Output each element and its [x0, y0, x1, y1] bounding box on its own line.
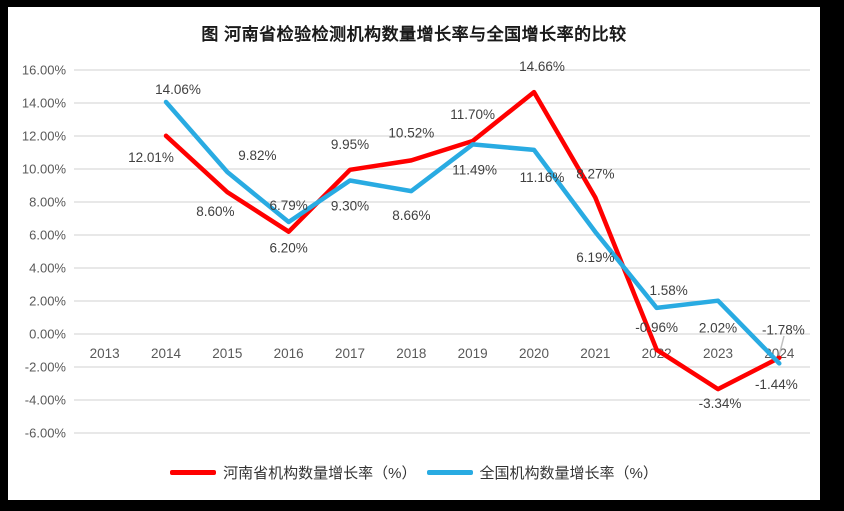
y-tick-label: 14.00% [22, 96, 67, 111]
henan-data-label: 8.27% [576, 167, 614, 182]
y-tick-label: 8.00% [29, 195, 66, 210]
henan-data-label: 6.20% [270, 241, 308, 256]
national-data-label: 6.79% [270, 198, 308, 213]
chart-title: 图 河南省检验检测机构数量增长率与全国增长率的比较 [201, 25, 627, 44]
x-tick-label: 2019 [458, 346, 488, 361]
x-tick-label: 2013 [90, 346, 120, 361]
national-data-label: 11.16% [520, 170, 565, 185]
national-data-label: 9.30% [331, 199, 369, 214]
legend-label-national: 全国机构数量增长率（%） [479, 464, 658, 482]
x-tick-label: 2016 [274, 346, 304, 361]
series-line-henan [163, 89, 782, 392]
henan-data-label: 12.01% [128, 150, 174, 165]
y-tick-label: -2.00% [25, 360, 67, 375]
y-tick-label: 16.00% [22, 63, 67, 78]
henan-data-label: 10.52% [388, 125, 434, 140]
legend-item-henan: 河南省机构数量增长率（%） [170, 462, 417, 483]
x-tick-label: 2017 [335, 346, 365, 361]
legend-item-national: 全国机构数量增长率（%） [426, 462, 658, 483]
national-data-label: 14.06% [155, 82, 201, 97]
x-tick-label: 2023 [703, 346, 733, 361]
henan-data-label: 14.66% [519, 59, 565, 74]
henan-data-label: 9.95% [331, 137, 369, 152]
national-series-swatch [426, 469, 473, 475]
national-data-label: 6.19% [576, 250, 614, 265]
national-data-label: 11.49% [452, 162, 497, 177]
y-tick-label: -4.00% [25, 393, 67, 408]
national-data-label: 2.02% [699, 321, 737, 336]
henan-series-swatch [170, 469, 217, 475]
y-tick-label: 10.00% [22, 162, 67, 177]
national-data-label: -1.78% [762, 322, 805, 337]
y-tick-label: 0.00% [29, 327, 66, 342]
henan-data-label: -3.34% [699, 396, 742, 411]
y-tick-label: -6.00% [25, 426, 67, 441]
henan-data-label: -1.44% [755, 377, 798, 392]
x-tick-label: 2020 [519, 346, 549, 361]
x-tick-label: 2021 [580, 346, 610, 361]
legend-label-henan: 河南省机构数量增长率（%） [223, 464, 417, 482]
y-tick-label: 12.00% [22, 129, 67, 144]
x-tick-label: 2018 [396, 346, 426, 361]
henan-data-label: -0.96% [635, 320, 678, 335]
label-leader-line [778, 335, 785, 357]
legend: 河南省机构数量增长率（%） 全国机构数量增长率（%） [8, 460, 820, 484]
x-tick-label: 2015 [212, 346, 242, 361]
national-data-label: 9.82% [238, 148, 276, 163]
y-tick-label: 4.00% [29, 261, 66, 276]
national-data-label: 8.66% [392, 208, 430, 223]
y-tick-label: 6.00% [29, 228, 66, 243]
chart-background [8, 7, 820, 500]
x-tick-label: 2014 [151, 346, 182, 361]
national-data-label: 1.58% [650, 283, 688, 298]
series-line-national [163, 99, 782, 366]
henan-data-label: 8.60% [196, 204, 234, 219]
y-tick-label: 2.00% [29, 294, 66, 309]
henan-data-label: 11.70% [450, 107, 495, 122]
